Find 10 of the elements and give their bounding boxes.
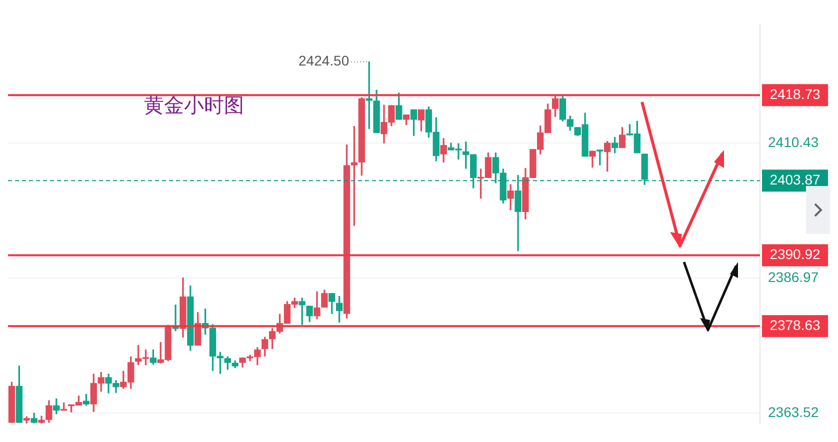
ref-line-label: 2403.87 <box>770 172 821 188</box>
candlestick <box>596 150 604 166</box>
annotation: 2424.50 <box>298 52 350 69</box>
ref-line-label: 2390.92 <box>770 246 821 262</box>
y-tick-label: 2386.97 <box>768 268 819 285</box>
ref-line-label: 2418.73 <box>770 86 821 102</box>
y-tick-label: 2363.52 <box>768 404 819 420</box>
ref-line-label: 2378.63 <box>770 316 821 333</box>
y-tick-label: 2410.43 <box>768 134 819 150</box>
annotation: 黄金小时图 <box>144 94 244 117</box>
